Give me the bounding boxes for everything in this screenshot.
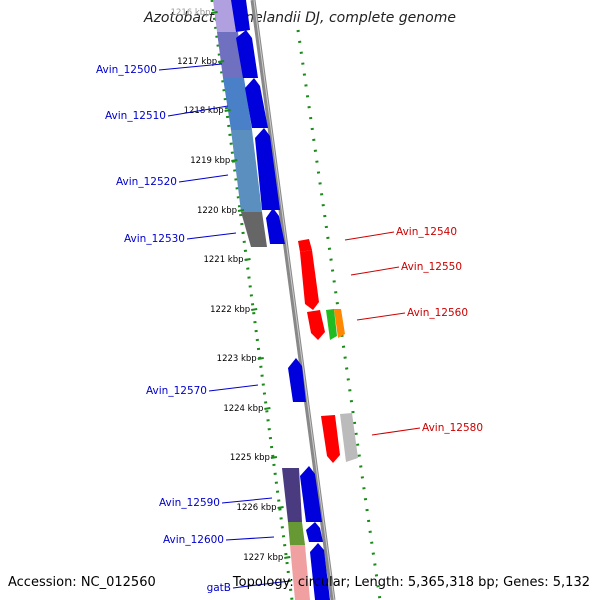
gene-leader-line — [371, 427, 421, 436]
topology-label: Topology: circular; Length: 5,365,318 bp… — [232, 575, 590, 590]
ruler-label: 1222 kbp — [210, 305, 250, 315]
gene-label-avin_12560[interactable]: Avin_12560 — [407, 307, 468, 319]
left-gene-labels: Avin_12500 Avin_12510 Avin_12520 Avin_12530… — [96, 63, 291, 594]
ruler-tick — [257, 357, 264, 360]
gene-label-avin_12520[interactable]: Avin_12520 — [116, 176, 177, 188]
ruler-tick — [277, 506, 284, 509]
gene-arrow-7 — [300, 466, 322, 522]
left-ruler-line — [210, 0, 294, 600]
gene-arrow-avin12560 — [334, 309, 345, 338]
ruler-label: 1220 kbp — [197, 206, 237, 216]
gene-arrow-3 — [245, 78, 268, 128]
gene-leader-line — [178, 174, 229, 183]
gene-label-avin_12580[interactable]: Avin_12580 — [422, 422, 483, 434]
ruler-label: 1225 kbp — [230, 453, 270, 463]
gene-label-avin_12540[interactable]: Avin_12540 — [396, 226, 457, 238]
gene-arrow-8 — [306, 522, 323, 542]
gene-label-avin_12570[interactable]: Avin_12570 — [146, 385, 207, 397]
gene-leader-line — [186, 232, 237, 240]
ruler-label: 1219 kbp — [190, 156, 230, 166]
ruler-tick — [264, 407, 271, 410]
ruler-tick — [244, 258, 251, 261]
gene-leader-line — [350, 266, 400, 276]
gene-label-avin_12600[interactable]: Avin_12600 — [163, 534, 224, 546]
gene-label-gatb[interactable]: gatB — [207, 582, 231, 594]
ruler-tick — [270, 456, 278, 459]
gene-block-avin12600 — [288, 522, 305, 545]
gene-block-avin12530 — [241, 212, 267, 247]
gene-arrow-2 — [236, 30, 258, 78]
accession-label: Accession: NC_012560 — [8, 575, 156, 590]
gene-arrow-avin12540 — [298, 239, 312, 252]
ruler-label: 1217 kbp — [177, 57, 217, 67]
gene-arrow-avin12580 — [321, 415, 340, 463]
gene-arrow-9 — [310, 543, 330, 600]
gene-arrow-5 — [266, 208, 285, 244]
genome-backbone — [250, 0, 336, 600]
gene-block-gatb — [290, 545, 310, 600]
ruler-tick — [224, 109, 231, 112]
ruler-label: 1226 kbp — [237, 503, 277, 513]
ruler-tick — [251, 308, 258, 311]
gene-arrow-1 — [231, 0, 250, 32]
gene-leader-line — [208, 384, 259, 392]
gene-block-avin12520 — [231, 130, 262, 212]
gene-leader-line — [221, 497, 273, 504]
ruler-tick — [237, 209, 245, 212]
gene-leader-line — [356, 312, 406, 321]
gene-block-avin12510 — [223, 78, 252, 130]
ruler-tick — [284, 556, 291, 559]
gene-leader-line — [344, 231, 395, 241]
ruler-label: 1223 kbp — [217, 354, 257, 364]
gene-arrow-red-small — [307, 310, 325, 340]
ruler-tick — [231, 159, 238, 162]
ruler-label: 1218 kbp — [184, 106, 224, 116]
gene-label-avin_12550[interactable]: Avin_12550 — [401, 261, 462, 273]
gene-leader-line — [225, 536, 275, 541]
gene-label-avin_12510[interactable]: Avin_12510 — [105, 110, 166, 122]
gene-arrow-4 — [255, 128, 280, 210]
ruler-label: 1224 kbp — [223, 404, 263, 414]
ruler-tick — [211, 11, 218, 14]
gene-label-avin_12590[interactable]: Avin_12590 — [159, 497, 220, 509]
gene-leader-line — [232, 580, 291, 589]
gene-label-avin_12500[interactable]: Avin_12500 — [96, 64, 157, 76]
gene-label-avin_12530[interactable]: Avin_12530 — [124, 233, 185, 245]
ruler-label: 1216 kbp — [171, 8, 211, 18]
gene-block-lavender-top — [213, 0, 236, 32]
gene-block-avin12590 — [282, 468, 302, 522]
ruler-ticks — [211, 11, 291, 559]
ruler-tick — [217, 60, 225, 63]
genome-backbone-highlight — [253, 0, 335, 600]
gene-arrow-green — [326, 309, 337, 340]
gene-arrow-gray — [340, 413, 358, 462]
right-gene-labels: Avin_12540 Avin_12550 Avin_12560 Avin_12580 — [344, 226, 483, 436]
ruler-labels: 1216 kbp 1217 kbp 1218 kbp 1219 kbp 1220 kbp… — [171, 8, 284, 563]
gene-arrow-6 — [288, 358, 306, 402]
gene-leader-line — [167, 105, 229, 117]
gene-arrow-avin12550 — [300, 250, 319, 310]
gene-leader-line — [158, 63, 223, 71]
ruler-label: 1221 kbp — [203, 255, 243, 265]
ruler-label: 1227 kbp — [243, 553, 283, 563]
